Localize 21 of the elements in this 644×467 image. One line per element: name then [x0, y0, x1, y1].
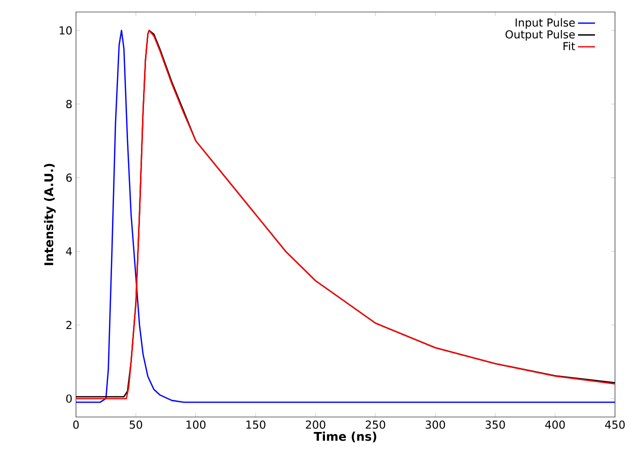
x-tick-label: 50	[130, 420, 142, 429]
x-tick-label: 200	[306, 420, 326, 429]
x-tick-label: 350	[486, 420, 505, 429]
x-tick-label: 250	[366, 420, 386, 429]
y-tick-label: 6	[66, 174, 72, 182]
y-tick-label: 2	[66, 320, 72, 330]
legend-label: Input Pulse	[516, 18, 575, 29]
x-axis-title: Time (ns)	[314, 432, 376, 442]
y-tick-label: 10	[60, 26, 72, 35]
x-tick-label: 300	[426, 420, 446, 429]
legend-label: Output Pulse	[506, 30, 575, 41]
y-tick-label: 8	[66, 100, 72, 108]
x-tick-label: 0	[73, 420, 79, 429]
x-tick-label: 450	[605, 420, 625, 429]
legend-label: Fit	[564, 42, 576, 50]
x-tick-label: 150	[246, 420, 266, 429]
y-tick-label: 0	[66, 394, 72, 403]
x-tick-label: 400	[545, 420, 565, 429]
y-axis-title: Intensity (A.U.)	[44, 164, 56, 266]
y-tick-label: 4	[66, 247, 72, 256]
x-tick-label: 100	[186, 420, 206, 429]
